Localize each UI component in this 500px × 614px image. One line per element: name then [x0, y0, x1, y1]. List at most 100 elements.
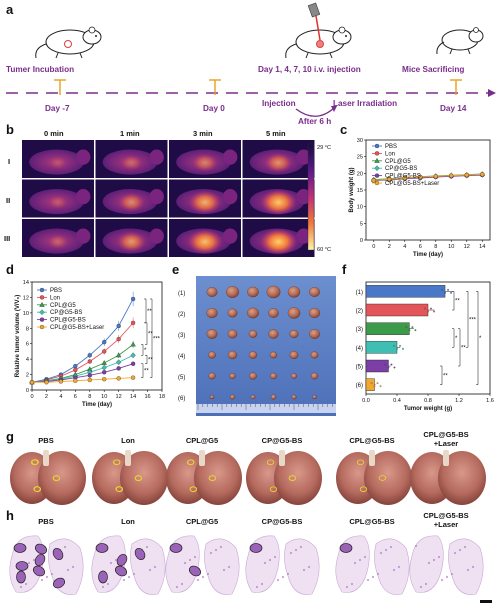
hotspot-shape [48, 156, 68, 170]
trachea-shape [443, 450, 449, 466]
he-tissue-speck [260, 582, 264, 586]
metastasis-nodule-marker [269, 486, 278, 493]
tumor-specimen [310, 351, 319, 359]
bar-dot [414, 329, 417, 332]
he-group-header: Lon [121, 517, 135, 526]
metastasis-nodule-marker [249, 543, 263, 553]
metastasis-nodule-marker [378, 475, 387, 481]
mouse-sacrifice-icon [436, 27, 484, 55]
data-point [433, 174, 438, 179]
significance-label: * [455, 336, 458, 342]
trachea-shape [43, 450, 49, 466]
bar [365, 322, 410, 335]
metastasis-nodule-marker [16, 570, 26, 584]
significance-bracket [440, 365, 443, 385]
lung-group-header: PBS [38, 436, 53, 445]
thermal-image [169, 140, 241, 178]
tumor-specimen [208, 351, 216, 359]
x-axis-title: Tumor weight (g) [404, 406, 452, 412]
significance-bracket [145, 322, 148, 345]
he-tissue-speck [263, 561, 267, 565]
thermal-col-header: 3 min [193, 129, 213, 138]
metastasis-nodule-marker [34, 553, 46, 567]
tumor-row-label: (4) [178, 354, 185, 360]
he-slide [335, 535, 410, 595]
data-point [73, 367, 78, 373]
bar-dot [379, 385, 382, 388]
data-point [87, 373, 92, 378]
he-tissue-speck [302, 568, 306, 572]
bar-dot [405, 326, 408, 329]
x-tick-label: 0.0 [362, 398, 370, 404]
metastasis-nodule-marker [98, 570, 108, 584]
timeline-marker-day-14 [450, 79, 462, 95]
tumor-specimen [229, 394, 236, 400]
thermal-image [95, 140, 168, 178]
metastasis-nodule-marker [359, 486, 368, 493]
data-point [130, 320, 136, 326]
x-tick-label: 0 [30, 394, 33, 400]
tumor-specimen [310, 372, 319, 380]
tumor-specimen [248, 330, 258, 338]
tumor-specimen [268, 308, 279, 318]
he-tissue-speck [50, 572, 54, 576]
x-tick-label: 1.2 [455, 398, 463, 404]
bar-category-label: (3) [356, 327, 363, 333]
panel-e: e (1) (2) (3) (4) (5) (6) [172, 262, 336, 416]
mouse-icon [35, 26, 102, 59]
data-point [116, 359, 122, 366]
data-point [87, 359, 92, 364]
he-tissue-speck [196, 578, 200, 582]
data-point [87, 377, 92, 383]
he-tissue-speck [379, 551, 383, 555]
bar-dot [408, 329, 411, 332]
y-tick-label: 15 [357, 188, 363, 194]
he-tissue-speck [273, 555, 277, 559]
data-point [102, 377, 107, 382]
tumor-specimen [229, 373, 236, 379]
y-tick-label: 25 [357, 155, 363, 161]
significance-label: ** [148, 332, 153, 338]
curved-arrow-head-icon [331, 106, 337, 112]
he-tissue-speck [209, 551, 213, 555]
data-point [130, 375, 136, 380]
he-tissue-speck [188, 558, 192, 562]
lung-group-header: CPL@G5-BS [423, 430, 468, 439]
series-line [373, 174, 483, 182]
bar [365, 341, 398, 354]
legend-marker [39, 287, 45, 293]
data-point [116, 352, 122, 358]
y-tick-label: 10 [23, 311, 29, 317]
data-point [116, 323, 121, 329]
data-point [87, 353, 92, 358]
lung-right-lobe [38, 451, 86, 505]
significance-label: *** [153, 336, 161, 342]
data-point [464, 172, 469, 178]
he-slide [9, 535, 84, 595]
bar-dot [424, 307, 426, 310]
tumor-row-label: (5) [178, 375, 185, 381]
he-right-lung [374, 538, 410, 595]
x-tick-label: 0 [372, 244, 375, 250]
metastasis-nodule-marker [13, 543, 27, 553]
thermal-image [169, 219, 241, 257]
significance-bracket [452, 291, 455, 311]
curved-arrow-icon [295, 107, 335, 117]
metastasis-nodule-marker [339, 543, 353, 553]
metastasis-nodule-marker [33, 486, 41, 492]
data-point [418, 174, 423, 180]
metastasis-nodule-marker [134, 547, 146, 561]
x-tick-label: 6 [419, 244, 422, 250]
y-axis-title: Relative tumor volume (V/V₀) [15, 295, 21, 377]
he-tissue-speck [432, 558, 436, 562]
metastasis-nodule-marker [116, 553, 128, 567]
panel-letter-h: h [6, 508, 14, 523]
legend-label: CPL@G5 [385, 159, 411, 165]
significance-label: *** [469, 317, 477, 323]
tumor-specimen [287, 286, 301, 298]
data-point [130, 296, 136, 302]
he-tissue-speck [450, 572, 454, 576]
thermal-image [242, 140, 315, 178]
lung-group-headers: PBS Lon CPL@G5 CP@G5-BS CPL@G5-BSCPL@G5-BS+L… [38, 430, 468, 448]
he-tissue-speck [299, 545, 303, 549]
